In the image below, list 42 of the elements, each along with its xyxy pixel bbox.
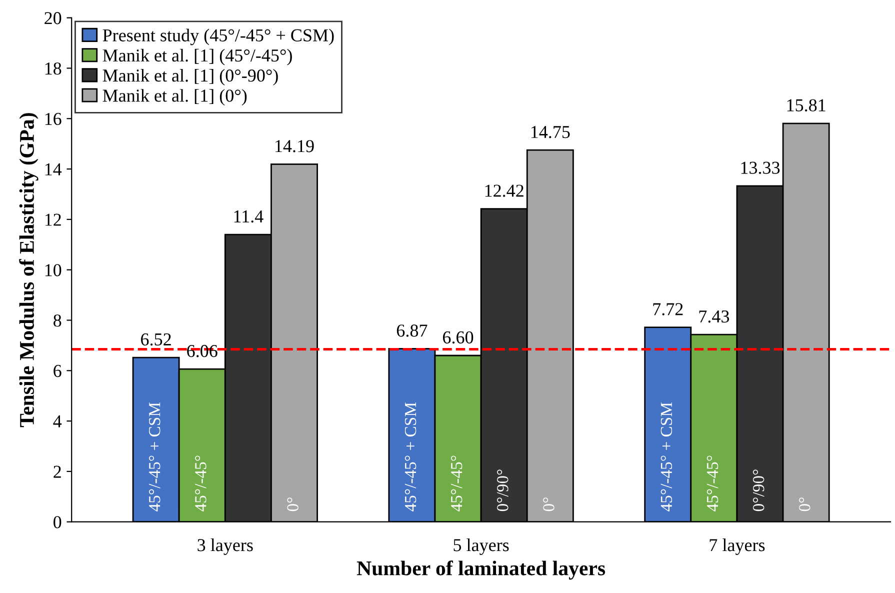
data-label: 14.75 bbox=[531, 126, 570, 138]
annotation: 45°/-45° bbox=[450, 456, 462, 512]
x-tick-label: 7 layers bbox=[710, 538, 765, 555]
data-label: 13.33 bbox=[741, 162, 780, 174]
annotation: 0° bbox=[287, 498, 298, 512]
data-label: 6.52 bbox=[141, 333, 171, 346]
y-tick-label: 8 bbox=[54, 314, 62, 327]
data-label: 11.4 bbox=[234, 210, 264, 223]
y-tick-label: 10 bbox=[45, 264, 62, 276]
y-tick-label: 12 bbox=[45, 214, 61, 226]
y-tick-label: 16 bbox=[45, 112, 62, 126]
annotation: 45°/-45° + CSM bbox=[404, 402, 416, 512]
data-label: 12.42 bbox=[485, 184, 524, 197]
legend-label: Manik et al. [1] (0°) bbox=[102, 89, 247, 106]
annotation: 45°/-45° bbox=[195, 456, 206, 512]
legend-label: Manik et al. [1] (0°-90°) bbox=[102, 68, 278, 86]
annotation: 0°/90° bbox=[752, 470, 764, 512]
annotation: 0° bbox=[543, 498, 554, 512]
y-tick-label: 4 bbox=[53, 415, 62, 428]
data-label: 6.60 bbox=[443, 331, 474, 344]
annotation: 0°/90° bbox=[497, 470, 508, 512]
legend-label: Present study (45°/-45° + CSM) bbox=[102, 28, 334, 46]
annotation: 0° bbox=[799, 498, 810, 512]
y-tick-label: 2 bbox=[54, 466, 61, 478]
data-label: 6.87 bbox=[396, 324, 428, 337]
y-tick-label: 18 bbox=[45, 62, 62, 75]
y-tick-label: 0 bbox=[54, 516, 62, 528]
y-tick-label: 6 bbox=[54, 364, 62, 378]
y-axis-title: Tensile Modulus of Elasticity (GPa) bbox=[19, 113, 38, 428]
legend-label: Manik et al. [1] (45°/-45°) bbox=[102, 48, 292, 66]
data-label: 7.43 bbox=[699, 310, 730, 323]
x-tick-label: 5 layers bbox=[454, 538, 509, 555]
y-tick-label: 14 bbox=[45, 163, 62, 176]
annotation: 45°/-45° + CSM bbox=[660, 402, 672, 512]
annotation: 45°/-45° bbox=[706, 456, 718, 512]
x-tick-label: 3 layers bbox=[198, 538, 253, 555]
x-axis-title: Number of laminated layers bbox=[356, 560, 606, 580]
data-label: 7.72 bbox=[653, 303, 683, 316]
y-tick-label: 20 bbox=[44, 12, 62, 24]
data-label: 15.81 bbox=[787, 99, 826, 112]
data-label: 14.19 bbox=[276, 140, 314, 152]
annotation: 45°/-45° + CSM bbox=[148, 402, 160, 512]
